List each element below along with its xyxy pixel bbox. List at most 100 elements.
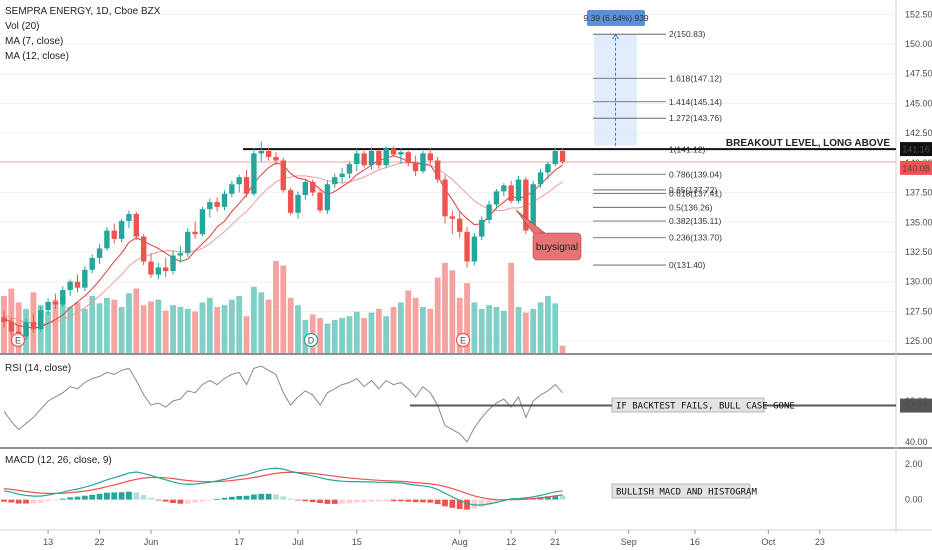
macd-histogram-bar [236, 495, 243, 500]
candle-body [317, 192, 323, 211]
rsi-value-tag-bg [900, 398, 932, 413]
volume-bar [170, 305, 176, 353]
fib-level-label: 1.272(143.76) [669, 113, 722, 123]
volume-bar [59, 297, 66, 353]
candle-body [60, 290, 66, 305]
macd-histogram-bar [456, 499, 463, 510]
candle-body [148, 261, 154, 275]
candle-body [287, 190, 294, 213]
macd-histogram-bar [478, 499, 485, 507]
macd-histogram-bar [214, 498, 221, 500]
candle-body [8, 322, 15, 332]
x-tick-label: Jun [144, 537, 159, 547]
macd-legend: MACD (12, 26, close, 9) [5, 455, 112, 466]
candle-body [199, 209, 206, 235]
candle-body [23, 322, 29, 337]
macd-histogram-bar [258, 493, 265, 500]
macd-histogram-bar [126, 491, 132, 500]
volume-bar [375, 308, 382, 353]
candle-body [214, 202, 220, 207]
price-tick-label: 147.50 [905, 69, 932, 79]
macd-histogram-bar [471, 499, 478, 509]
candle-body [530, 184, 536, 231]
x-tick-label: Jul [292, 537, 304, 547]
candle-body [412, 162, 419, 172]
candle-body [537, 172, 544, 185]
macd-histogram-bar [81, 495, 88, 500]
candle-body [273, 156, 279, 161]
candle-body [133, 213, 139, 237]
volume-bar [295, 305, 301, 353]
volume-bar [96, 303, 103, 353]
macd-histogram-bar [228, 496, 235, 500]
x-tick-label: Oct [761, 537, 776, 547]
candle-body [192, 231, 198, 235]
fib-level-label: 2(150.83) [669, 29, 706, 39]
volume-bar [81, 308, 88, 353]
macd-histogram-bar [375, 499, 382, 502]
candle-body [170, 255, 176, 272]
measure-label-bg [587, 10, 645, 26]
macd-histogram-bar [96, 493, 103, 500]
price-tick-label: 130.00 [905, 277, 932, 287]
candle-body [508, 185, 514, 201]
candle-body [177, 253, 184, 256]
candle-body [324, 184, 331, 211]
event-marker [455, 332, 471, 348]
volume-bar [199, 302, 206, 353]
candle-body [427, 153, 433, 161]
volume-bar [552, 303, 559, 353]
candle-body [493, 191, 500, 205]
event-marker-label: E [460, 336, 466, 346]
volume-bar [530, 308, 537, 353]
candle-body [405, 152, 411, 163]
volume-bar [317, 318, 323, 353]
fib-level-label: 0.382(135.11) [669, 216, 721, 226]
candle-body [354, 153, 360, 165]
macd-histogram-bar [155, 499, 162, 501]
candle-body [30, 322, 37, 330]
rsi-value-tag: 57.77 [905, 401, 928, 411]
volume-bar [559, 345, 566, 353]
rsi-tick-label: 40.00 [905, 437, 928, 447]
volume-bar [265, 299, 272, 353]
macd-histogram-bar [177, 499, 184, 504]
volume-bar [545, 295, 551, 353]
candle-body [332, 177, 338, 185]
volume-bar [427, 308, 434, 353]
candle-body [111, 230, 117, 239]
candle-body [140, 236, 147, 262]
candle-body [258, 150, 264, 154]
macd-signal-line [3, 471, 563, 501]
volume-bar [140, 305, 147, 353]
x-tick-label: 23 [815, 537, 825, 547]
fib-level-label: 0.65(137.72) [669, 185, 717, 195]
rsi-line [3, 365, 563, 443]
candle-body [449, 216, 456, 219]
volume-bar [287, 297, 294, 353]
volume-bar [412, 297, 419, 353]
macd-histogram-bar [368, 499, 375, 502]
macd-histogram-bar [111, 492, 118, 500]
volume-bar [45, 311, 51, 353]
breakout-price-tag: 141.16 [902, 145, 930, 155]
volume-bar [104, 297, 110, 353]
volume-bar [67, 307, 74, 353]
macd-histogram-bar [162, 499, 169, 502]
volume-bar [390, 307, 397, 353]
macd-histogram-bar [206, 499, 213, 501]
candle-body [52, 301, 59, 305]
rsi-note-box [611, 397, 765, 413]
price-tick-label: 125.00 [905, 336, 932, 346]
candle-body [67, 281, 73, 291]
macd-tick-label: 0.00 [905, 495, 923, 505]
measure-label: 9.39 (6.64%) 939 [583, 13, 648, 23]
candle-body [243, 177, 250, 194]
macd-histogram-bar [118, 492, 125, 500]
price-tick-label: 150.00 [905, 39, 932, 49]
macd-histogram-bar [265, 493, 272, 500]
volume-bar [280, 265, 287, 353]
volume-bar [471, 302, 478, 353]
